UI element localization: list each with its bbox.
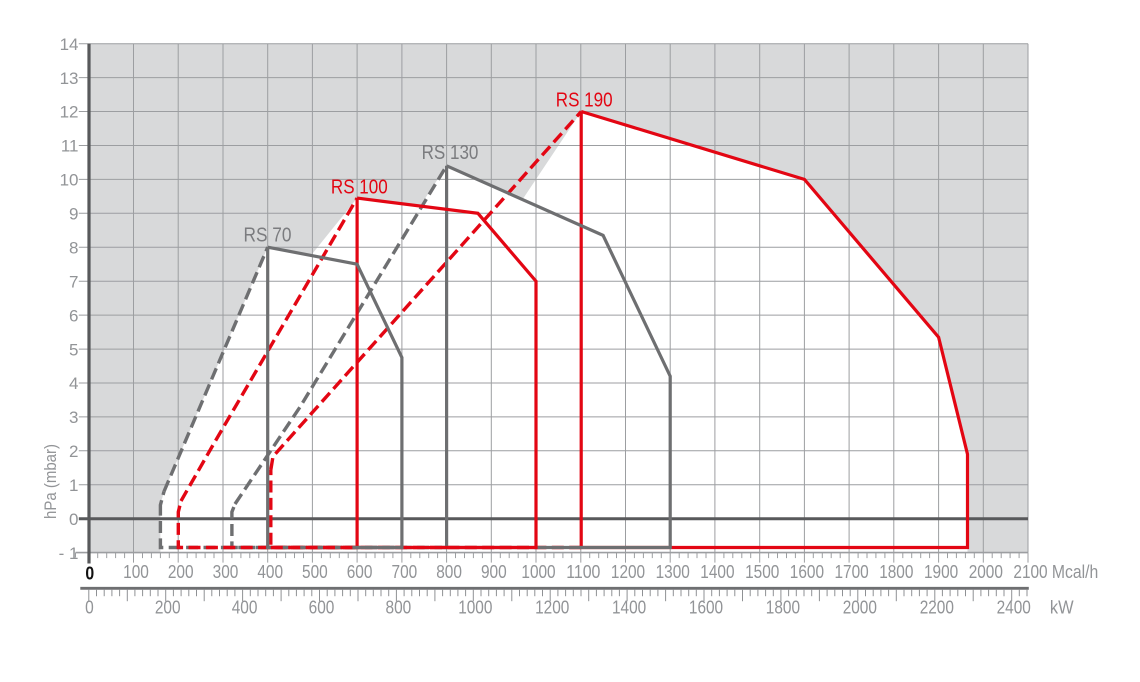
svg-text:2000: 2000 [843, 597, 877, 617]
svg-text:800: 800 [436, 562, 462, 582]
svg-text:1500: 1500 [745, 562, 779, 582]
svg-text:12: 12 [60, 103, 79, 122]
svg-text:200: 200 [155, 597, 181, 617]
svg-text:7: 7 [69, 272, 78, 291]
svg-text:1400: 1400 [612, 597, 646, 617]
svg-text:- 1: - 1 [59, 544, 79, 563]
svg-text:RS 70: RS 70 [244, 225, 292, 247]
svg-text:13: 13 [60, 69, 79, 88]
svg-text:1: 1 [69, 476, 78, 495]
svg-text:200: 200 [168, 562, 194, 582]
svg-text:5: 5 [69, 340, 78, 359]
svg-text:1000: 1000 [521, 562, 555, 582]
svg-text:1000: 1000 [458, 597, 492, 617]
svg-text:Mcal/h: Mcal/h [1052, 562, 1098, 582]
svg-text:RS 130: RS 130 [422, 142, 479, 164]
svg-text:2: 2 [69, 442, 78, 461]
svg-text:300: 300 [213, 562, 239, 582]
svg-text:0: 0 [85, 563, 94, 584]
svg-text:1700: 1700 [835, 562, 869, 582]
svg-text:1300: 1300 [656, 562, 690, 582]
svg-text:8: 8 [69, 239, 78, 258]
svg-text:14: 14 [60, 35, 79, 54]
svg-text:900: 900 [481, 562, 507, 582]
svg-text:400: 400 [257, 562, 283, 582]
svg-text:2200: 2200 [920, 597, 954, 617]
svg-text:600: 600 [309, 597, 335, 617]
svg-text:kW: kW [1050, 597, 1074, 617]
svg-text:2100: 2100 [1013, 562, 1047, 582]
svg-text:400: 400 [232, 597, 258, 617]
svg-text:1800: 1800 [879, 562, 913, 582]
svg-text:0: 0 [85, 597, 94, 617]
svg-text:800: 800 [386, 597, 412, 617]
svg-text:100: 100 [123, 562, 149, 582]
svg-text:RS 100: RS 100 [331, 177, 388, 199]
svg-text:1100: 1100 [566, 562, 600, 582]
svg-text:6: 6 [69, 306, 78, 325]
svg-text:11: 11 [61, 137, 79, 156]
svg-text:10: 10 [60, 171, 79, 190]
svg-text:1600: 1600 [689, 597, 723, 617]
svg-text:1800: 1800 [766, 597, 800, 617]
svg-text:1600: 1600 [790, 562, 824, 582]
svg-text:4: 4 [69, 374, 78, 393]
svg-text:1200: 1200 [611, 562, 645, 582]
svg-text:9: 9 [69, 205, 78, 224]
svg-text:1900: 1900 [924, 562, 958, 582]
svg-text:500: 500 [302, 562, 328, 582]
svg-text:2000: 2000 [969, 562, 1003, 582]
svg-text:hPa (mbar): hPa (mbar) [41, 444, 60, 519]
svg-text:700: 700 [392, 562, 418, 582]
svg-text:3: 3 [69, 408, 78, 427]
svg-text:0: 0 [69, 510, 78, 529]
svg-text:600: 600 [347, 562, 373, 582]
svg-text:1200: 1200 [535, 597, 569, 617]
svg-text:RS 190: RS 190 [556, 89, 613, 111]
svg-text:2400: 2400 [997, 597, 1031, 617]
svg-text:1400: 1400 [700, 562, 734, 582]
